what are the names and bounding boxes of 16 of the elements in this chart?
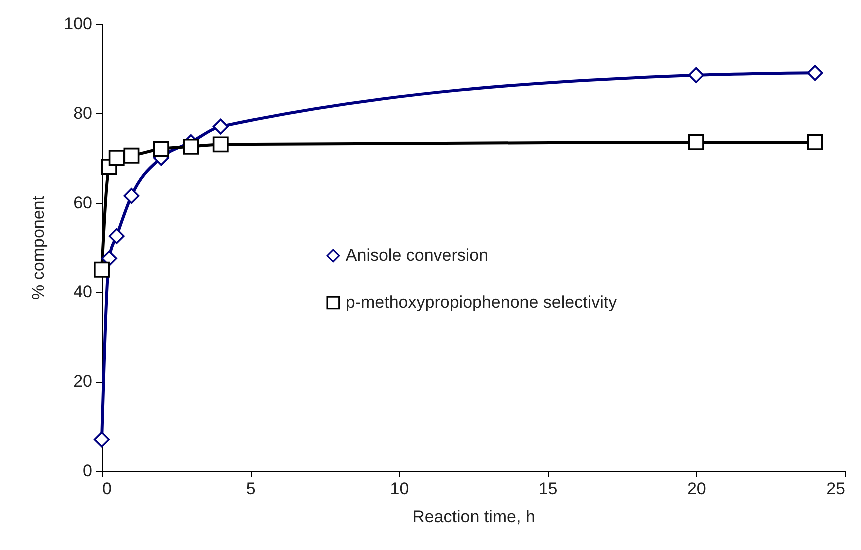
x-axis-title: Reaction time, h — [412, 508, 536, 526]
x-tick-label: 25 — [826, 480, 846, 498]
y-tick-label: 40 — [74, 282, 92, 302]
y-axis-title: % component — [29, 196, 48, 300]
y-tick-label: 0 — [83, 462, 92, 480]
x-tick-label: 15 — [538, 480, 558, 498]
y-tick-label: 100 — [64, 14, 92, 34]
x-tick-label: 5 — [246, 480, 256, 498]
legend-label: Anisole conversion — [346, 246, 489, 265]
x-tick-label: 0 — [102, 480, 112, 498]
y-tick-label: 80 — [74, 104, 92, 123]
x-tick-label: 20 — [687, 480, 706, 498]
legend-label: p-methoxypropiophenone selectivity — [346, 293, 618, 312]
x-tick-label: 10 — [390, 480, 410, 498]
y-tick-label: 20 — [74, 372, 92, 392]
y-tick-label: 60 — [74, 193, 92, 212]
